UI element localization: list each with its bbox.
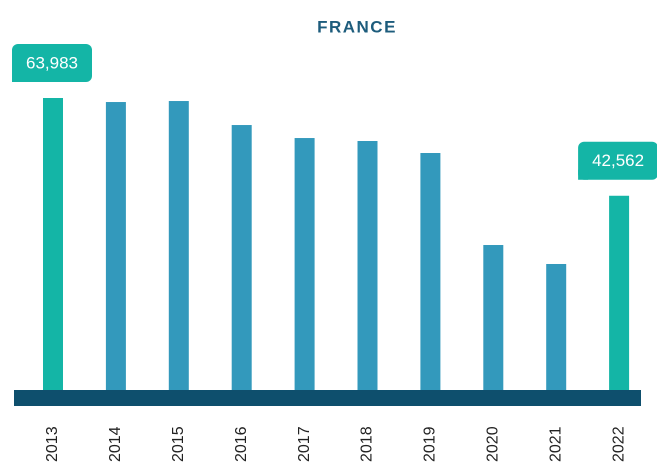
value-label-box [578,141,657,180]
x-tick-label: 2016 [233,426,250,462]
bar [609,195,630,390]
bar [43,98,63,390]
x-tick-label: 2021 [547,426,564,462]
value-label-box [12,44,92,82]
bar [483,245,504,390]
x-tick-label: 2020 [485,426,502,462]
x-tick-label: 2013 [44,426,61,462]
x-tick-label: 2017 [296,426,313,462]
x-tick-label: 2014 [107,426,124,462]
x-tick-label: 2019 [422,426,439,462]
x-tick-label: 2015 [170,426,187,462]
value-label-tail [12,72,22,82]
bar [105,102,126,390]
x-tick-label: 2018 [359,426,376,462]
bar [357,141,378,390]
value-label-tail [578,169,589,180]
value-label: 42,562 [592,151,644,170]
chart-title: FRANCE [317,17,397,36]
baseline-band [14,390,641,406]
value-label: 63,983 [26,53,78,72]
bar [231,125,252,390]
bar [294,138,315,390]
bar [546,263,567,390]
bar [168,101,189,390]
bar [420,153,441,390]
x-tick-label: 2022 [610,426,627,462]
